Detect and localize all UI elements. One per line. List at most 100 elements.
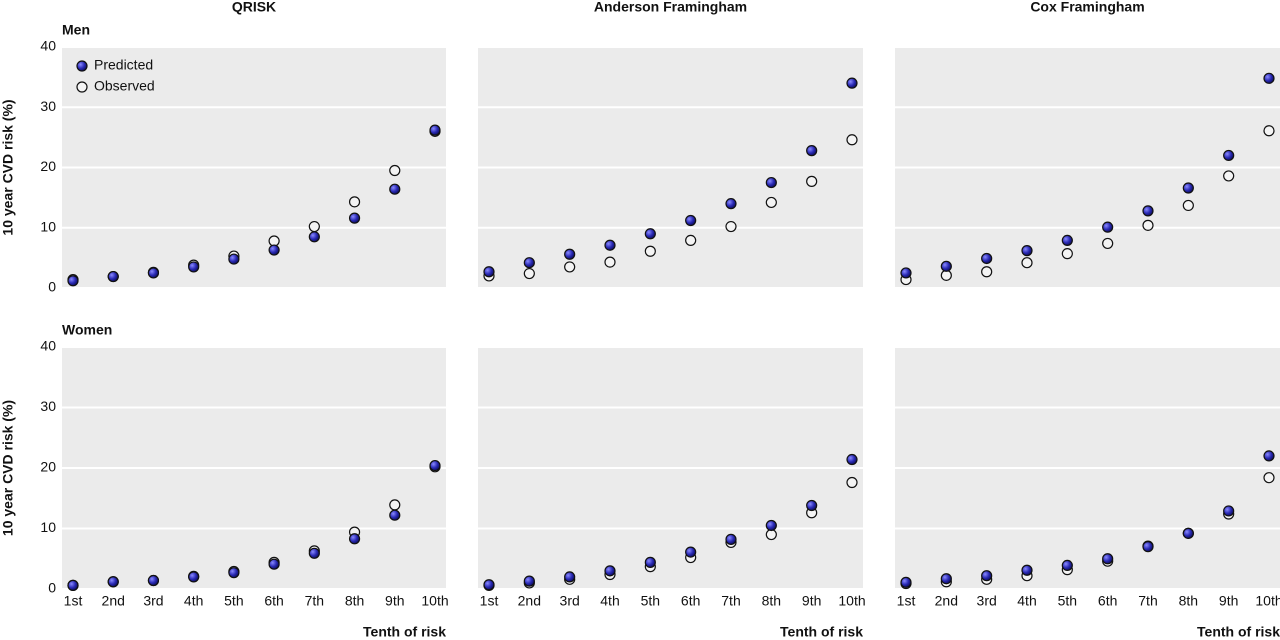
data-point	[604, 239, 616, 251]
data-point	[564, 571, 576, 583]
data-point	[228, 253, 240, 265]
data-point	[483, 579, 495, 591]
x-tick-label: 2nd	[935, 593, 958, 609]
data-point	[1102, 553, 1114, 565]
y-tick-label: 10	[40, 218, 56, 234]
data-point	[1263, 125, 1275, 137]
data-point	[846, 476, 858, 489]
data-point	[188, 261, 200, 273]
data-point	[1102, 221, 1114, 233]
y-tick-label: 20	[40, 459, 56, 475]
row-label: Women	[62, 322, 112, 338]
data-point	[940, 260, 952, 272]
x-tick-label: 1st	[897, 593, 916, 609]
data-point	[1142, 219, 1154, 231]
y-tick-label: 30	[40, 398, 56, 414]
data-point	[1021, 245, 1033, 257]
y-tick-label: 0	[48, 580, 56, 596]
data-point	[1263, 72, 1275, 84]
data-point	[644, 245, 656, 257]
data-point	[1142, 541, 1154, 553]
data-point	[765, 519, 777, 532]
x-tick-label: 8th	[762, 593, 781, 609]
panel-title: QRISK	[232, 0, 276, 15]
data-point	[147, 574, 160, 587]
data-point	[1061, 248, 1073, 260]
data-point	[1223, 170, 1235, 182]
data-point	[1223, 505, 1235, 517]
data-point	[308, 547, 320, 559]
x-tick-label: 10th	[1255, 593, 1280, 609]
row-label: Men	[62, 22, 90, 38]
data-point	[308, 231, 320, 243]
data-point	[685, 546, 697, 558]
x-tick-label: 4th	[600, 593, 619, 609]
data-point	[1021, 257, 1033, 269]
x-axis-label: Tenth of risk	[363, 624, 446, 640]
panel-title: Cox Framingham	[1030, 0, 1144, 15]
x-tick-label: 6th	[681, 593, 700, 609]
x-tick-label: 10th	[421, 593, 448, 609]
data-point	[846, 77, 858, 89]
data-point	[308, 220, 320, 233]
data-point	[67, 275, 79, 287]
panel-title: Anderson Framingham	[594, 0, 747, 15]
x-tick-label: 10th	[838, 593, 865, 609]
data-point	[107, 576, 119, 588]
data-point	[483, 266, 495, 278]
legend-marker	[76, 60, 88, 72]
x-tick-label: 3rd	[560, 593, 580, 609]
x-tick-label: 7th	[1138, 593, 1157, 609]
legend-marker	[76, 81, 88, 93]
x-tick-label: 5th	[641, 593, 660, 609]
y-tick-label: 30	[40, 98, 56, 114]
y-tick-label: 20	[40, 158, 56, 174]
data-point	[806, 175, 818, 187]
data-point	[523, 257, 535, 269]
x-tick-label: 4th	[1017, 593, 1036, 609]
legend-label: Predicted	[94, 57, 153, 73]
x-tick-label: 8th	[345, 593, 364, 609]
data-point	[846, 453, 858, 466]
data-point	[564, 248, 576, 260]
data-point	[523, 575, 535, 587]
x-tick-label: 7th	[305, 593, 324, 609]
data-point	[981, 252, 993, 265]
data-point	[1021, 564, 1033, 576]
data-point	[1223, 149, 1235, 162]
data-point	[806, 499, 818, 512]
data-point	[389, 499, 401, 511]
data-point	[900, 267, 912, 279]
data-point	[389, 164, 401, 177]
data-point	[389, 509, 401, 521]
data-point	[644, 228, 656, 240]
data-point	[725, 198, 737, 210]
data-point	[940, 573, 952, 585]
x-tick-label: 6th	[264, 593, 283, 609]
x-tick-label: 7th	[721, 593, 740, 609]
data-point	[564, 261, 576, 273]
x-tick-label: 9th	[385, 593, 404, 609]
data-point	[1061, 234, 1073, 247]
x-tick-label: 8th	[1179, 593, 1198, 609]
data-point	[1263, 450, 1275, 462]
data-point	[67, 579, 79, 591]
data-point	[981, 570, 993, 582]
y-axis-label: 10 year CVD risk (%)	[0, 400, 16, 536]
data-point	[188, 571, 200, 583]
data-point	[765, 176, 777, 189]
data-point	[1102, 237, 1114, 250]
x-tick-label: 6th	[1098, 593, 1117, 609]
data-point	[604, 256, 616, 268]
y-axis-label: 10 year CVD risk (%)	[0, 99, 16, 235]
x-tick-label: 5th	[224, 593, 243, 609]
data-point	[981, 266, 993, 278]
data-point	[389, 183, 401, 195]
y-tick-label: 0	[48, 279, 56, 295]
data-point	[1182, 182, 1194, 194]
data-point	[806, 145, 818, 157]
x-tick-label: 3rd	[143, 593, 163, 609]
data-point	[228, 567, 240, 579]
